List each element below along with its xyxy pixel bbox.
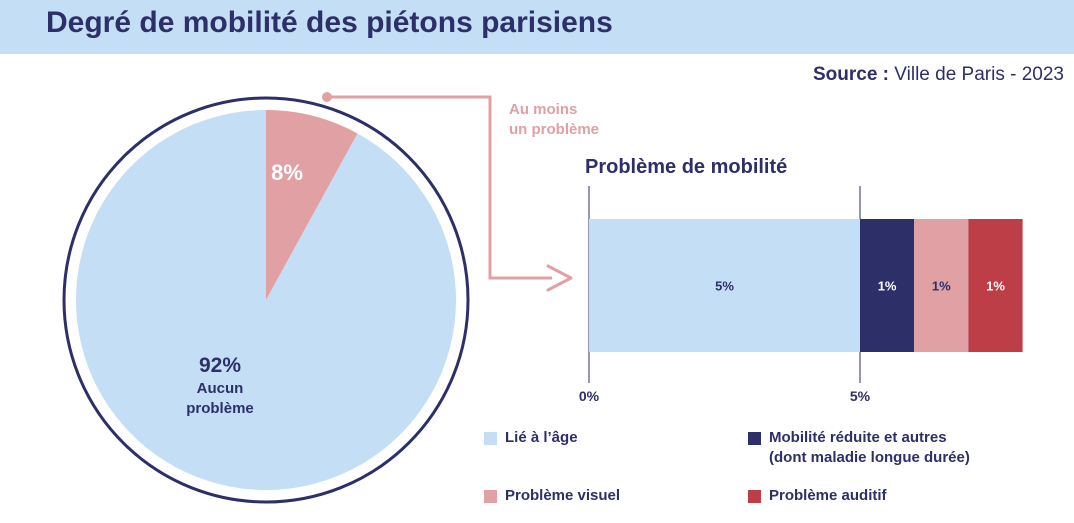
connector-line [327,95,552,280]
legend-swatch-2 [748,432,761,445]
bar-segment-label-3: 1% [932,279,951,294]
bar-segment-4 [968,219,1023,352]
callout-line-1: Au moins [509,101,578,118]
pie-outer-ring [62,96,470,504]
bar-segment-label-2: 1% [878,279,897,294]
bar-segment-label-1: 5% [715,279,734,294]
connector-arrowhead [546,264,573,292]
page-title: Degré de mobilité des piétons parisiens [46,6,613,39]
legend-label-3: Problème visuel [505,486,620,506]
legend-label-2-line-2: (dont maladie longue durée) [769,449,970,466]
bar-segment-3 [914,219,969,352]
pie-slice-au-moins-un-problème [266,110,358,300]
pie-label-large-text-2: problème [186,400,254,417]
source-note: Source : Ville de Paris - 2023 [813,64,1064,86]
legend-swatch-4 [748,490,761,503]
bar-segment-label-4: 1% [986,279,1005,294]
bar-chart-title: Problème de mobilité [585,156,788,178]
pie-label-large-text-1: Aucun [197,380,244,397]
legend-label-1-line-1: Lié à l’âge [505,429,578,446]
bar-tick-label-5: 5% [850,388,871,404]
legend-label-1: Lié à l’âge [505,428,578,448]
legend-label-2: Mobilité réduite et autres (dont maladie … [769,428,970,468]
bar-segment-1 [589,219,860,352]
pie-slice-aucun-problème [76,109,456,491]
pie-label-small: 8% [271,160,303,185]
bar-segment-2 [860,219,915,352]
legend-swatch-3 [484,490,497,503]
bar-tick-label-0: 0% [579,388,600,404]
callout-label: Au moins un problème [509,100,599,140]
legend-label-2-line-1: Mobilité réduite et autres [769,429,947,446]
header-bar [0,0,1074,54]
legend-label-3-line-1: Problème visuel [505,487,621,504]
legend-swatch-1 [484,432,497,445]
source-label: Source : [812,64,890,85]
legend-label-4: Problème auditif [769,486,887,506]
source-value: Ville de Paris - 2023 [889,64,1064,85]
pie-label-large-value: 92% [199,354,241,377]
legend-label-4-line-1: Problème auditif [769,487,887,504]
callout-line-2: un problème [509,121,600,138]
